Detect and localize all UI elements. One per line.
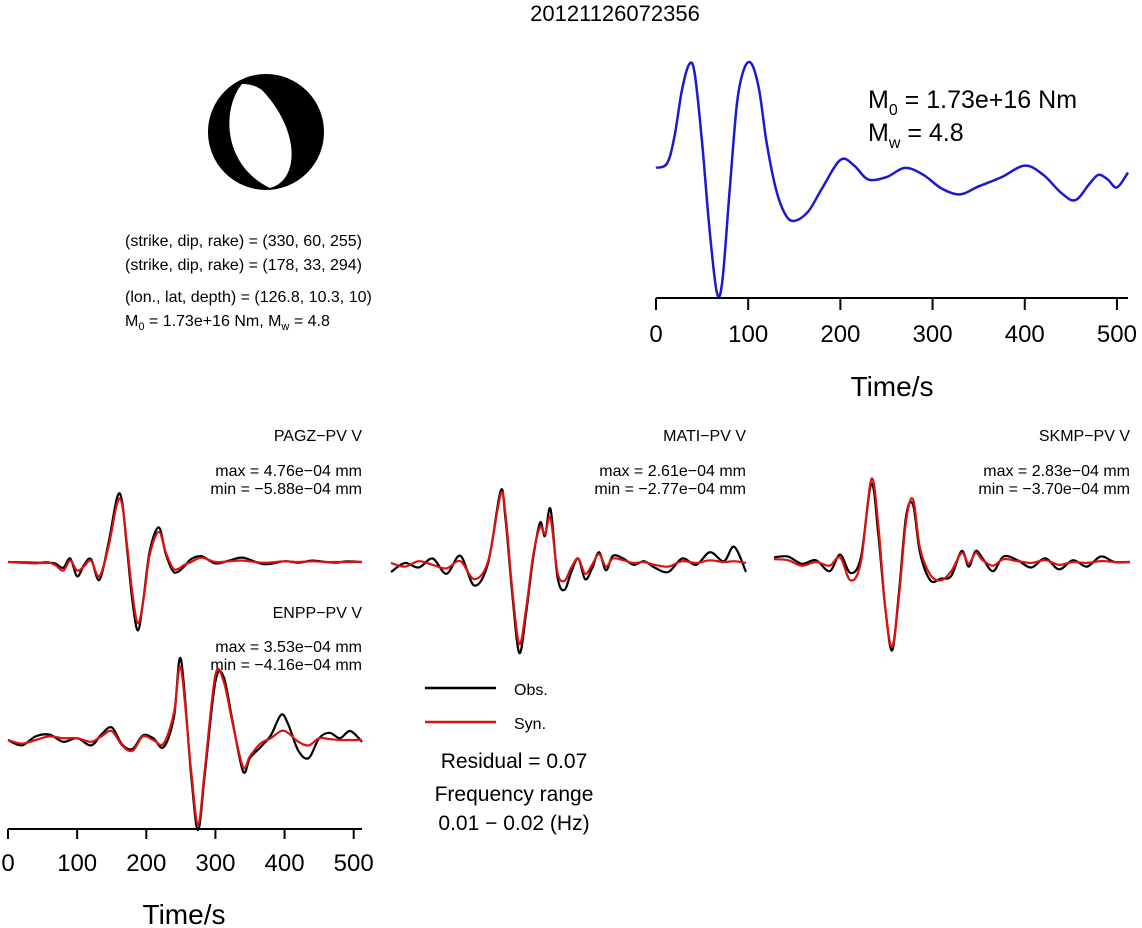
- mechanism-moment: M0 = 1.73e+16 Nm, Mw = 4.8: [125, 313, 330, 333]
- stf-plot: 0 100 200 300 400 500: [649, 60, 1137, 348]
- station-label-skmp: SKMP−PV V max = 2.83e−04 mm min = −3.70e…: [978, 428, 1130, 498]
- observed-trace: [773, 482, 1131, 652]
- stf-mw-label: Mw = 4.8: [868, 119, 964, 152]
- wave-x-tick-label: 400: [265, 850, 305, 877]
- station-label-enpp: ENPP−PV V max = 3.53e−04 mm min = −4.16e…: [210, 605, 362, 674]
- wave-x-tick-label: 100: [57, 850, 97, 877]
- stf-x-tick-label: 200: [820, 321, 860, 348]
- station-name: ENPP−PV V: [273, 605, 363, 622]
- legend: Obs. Syn. Residual = 0.07 Frequency rang…: [425, 682, 593, 835]
- synthetic-trace: [7, 497, 362, 625]
- mechanism-plane2: (strike, dip, rake) = (178, 33, 294): [125, 257, 362, 274]
- station-name: PAGZ−PV V: [274, 428, 363, 445]
- stf-x-tick-label: 400: [1005, 321, 1045, 348]
- station-label-pagz: PAGZ−PV V max = 4.76e−04 mm min = −5.88e…: [210, 428, 362, 498]
- wave-x-tick-label: 0: [1, 850, 14, 877]
- synthetic-trace: [7, 665, 362, 826]
- station-label-mati: MATI−PV V max = 2.61e−04 mm min = −2.77e…: [594, 428, 746, 498]
- stf-x-tick-label: 300: [913, 321, 953, 348]
- beachball-icon: [208, 74, 324, 190]
- waveform-panels: 0 100 200 300 400 500: [1, 477, 1131, 877]
- legend-obs-label: Obs.: [514, 682, 548, 699]
- residual-text: Residual = 0.07: [441, 750, 588, 773]
- station-min: min = −2.77e−04 mm: [594, 481, 746, 498]
- observed-trace: [7, 656, 363, 832]
- wave-x-tick-label: 200: [126, 850, 166, 877]
- figure-title: 20121126072356: [530, 1, 700, 26]
- frequency-range-label: Frequency range: [435, 783, 594, 806]
- legend-syn-label: Syn.: [514, 716, 546, 733]
- synthetic-trace: [390, 490, 747, 646]
- frequency-range-value: 0.01 − 0.02 (Hz): [438, 812, 589, 835]
- observed-trace: [390, 488, 748, 655]
- station-name: MATI−PV V: [663, 428, 746, 445]
- mechanism-location: (lon., lat, depth) = (126.8, 10.3, 10): [125, 289, 372, 306]
- station-max: max = 4.76e−04 mm: [215, 463, 362, 480]
- stf-x-tick-label: 100: [728, 321, 768, 348]
- station-max: max = 2.61e−04 mm: [599, 463, 746, 480]
- wave-x-tick-label: 300: [195, 850, 235, 877]
- station-name: SKMP−PV V: [1039, 428, 1130, 445]
- station-min: min = −4.16e−04 mm: [210, 657, 362, 674]
- station-min: min = −5.88e−04 mm: [210, 481, 362, 498]
- station-max: max = 3.53e−04 mm: [215, 639, 362, 656]
- stf-x-tick-label: 500: [1097, 321, 1137, 348]
- stf-line: [655, 60, 1130, 299]
- stf-xlabel: Time/s: [851, 371, 934, 402]
- wave-xlabel: Time/s: [143, 899, 226, 928]
- mechanism-plane1: (strike, dip, rake) = (330, 60, 255): [125, 233, 362, 250]
- stf-m0-label: M0 = 1.73e+16 Nm: [868, 86, 1077, 119]
- wave-x-tick-label: 500: [334, 850, 374, 877]
- stf-x-tick-label: 0: [649, 321, 662, 348]
- station-min: min = −3.70e−04 mm: [978, 481, 1130, 498]
- station-max: max = 2.83e−04 mm: [983, 463, 1130, 480]
- synthetic-trace: [773, 477, 1131, 648]
